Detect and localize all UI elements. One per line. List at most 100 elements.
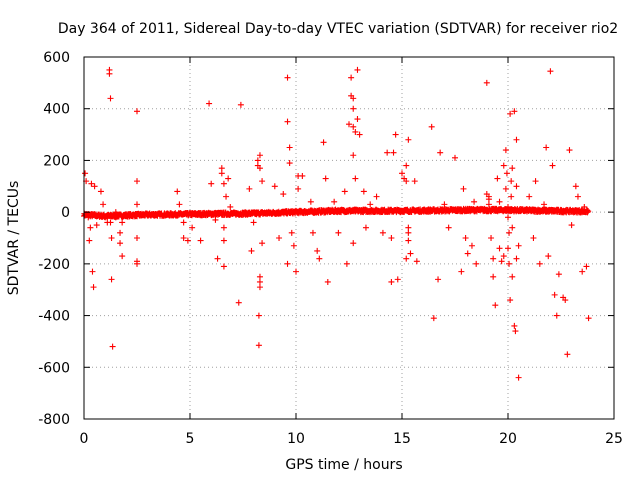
- x-axis-label: GPS time / hours: [285, 457, 402, 473]
- data-point: [441, 201, 448, 208]
- data-point: [492, 302, 499, 309]
- data-point: [505, 203, 511, 210]
- data-point: [574, 193, 581, 200]
- data-point: [256, 278, 263, 285]
- data-point: [513, 183, 520, 190]
- data-point: [405, 224, 412, 231]
- x-tick-label: 10: [287, 431, 305, 447]
- data-point: [354, 116, 361, 123]
- data-point: [86, 237, 93, 244]
- data-point: [348, 74, 355, 81]
- data-point: [350, 123, 357, 130]
- data-point: [184, 237, 191, 244]
- data-point: [405, 136, 412, 143]
- data-point: [343, 260, 350, 267]
- data-point: [373, 193, 380, 200]
- data-point: [235, 299, 242, 306]
- data-point: [295, 185, 302, 192]
- x-tick-labels: 0 5 10 15 20 25: [80, 431, 623, 447]
- data-point: [498, 258, 505, 265]
- data-point: [134, 108, 140, 115]
- data-point: [299, 172, 306, 179]
- data-point: [460, 185, 467, 192]
- data-point: [411, 178, 418, 185]
- data-point: [500, 162, 507, 169]
- data-point: [288, 229, 295, 236]
- data-point: [88, 180, 95, 187]
- data-point: [85, 214, 92, 221]
- data-point: [286, 160, 293, 167]
- data-point: [509, 273, 516, 280]
- data-point: [350, 95, 357, 102]
- data-point: [532, 178, 539, 185]
- data-point: [255, 312, 262, 319]
- data-point: [90, 284, 97, 291]
- data-point: [271, 183, 278, 190]
- data-point: [256, 284, 263, 291]
- data-point: [352, 128, 359, 135]
- data-point: [309, 229, 316, 236]
- data-point: [259, 240, 266, 247]
- data-point: [112, 214, 119, 221]
- chart-title: Day 364 of 2011, Sidereal Day-to-day VTE…: [58, 21, 618, 37]
- data-point: [307, 198, 314, 205]
- data-point: [464, 250, 471, 257]
- data-point: [220, 237, 227, 244]
- data-point: [471, 198, 478, 205]
- x-tick-label: 20: [499, 431, 517, 447]
- data-point: [508, 178, 515, 185]
- data-point: [505, 214, 511, 221]
- data-point: [89, 268, 96, 275]
- data-point: [551, 291, 558, 298]
- data-point: [284, 118, 291, 125]
- data-point: [566, 147, 573, 154]
- data-point: [502, 185, 509, 192]
- data-point: [585, 315, 592, 322]
- data-point: [119, 219, 126, 226]
- data-point: [403, 162, 410, 169]
- data-point: [227, 203, 234, 210]
- y-tick-label: -200: [38, 257, 70, 273]
- data-point: [507, 297, 514, 304]
- data-point: [176, 201, 183, 208]
- data-point: [547, 68, 554, 75]
- data-point: [530, 235, 537, 241]
- data-point: [107, 219, 114, 226]
- data-point: [197, 237, 204, 244]
- y-tick-label: 400: [43, 102, 70, 118]
- data-point: [180, 235, 187, 241]
- data-point: [134, 201, 140, 208]
- data-point: [254, 157, 261, 164]
- data-point: [108, 276, 115, 283]
- data-point: [490, 273, 497, 280]
- data-point: [284, 74, 291, 81]
- y-tick-label: -400: [38, 309, 70, 325]
- data-point: [405, 229, 412, 236]
- data-point: [322, 175, 329, 182]
- data-point: [82, 170, 89, 177]
- data-point: [483, 79, 490, 86]
- data-point: [220, 263, 227, 270]
- data-point: [134, 235, 140, 241]
- data-point: [388, 278, 395, 285]
- data-point: [515, 374, 522, 381]
- data-point: [526, 193, 533, 200]
- data-point: [435, 276, 442, 283]
- data-point: [320, 139, 327, 146]
- data-point: [579, 268, 586, 275]
- data-point: [255, 342, 262, 349]
- data-point: [512, 328, 519, 335]
- data-point: [509, 165, 516, 172]
- data-point: [399, 170, 405, 177]
- data-point: [515, 242, 522, 249]
- data-point: [286, 144, 293, 151]
- data-point: [256, 273, 263, 280]
- data-point: [97, 188, 104, 195]
- data-point: [394, 276, 401, 283]
- data-point: [350, 105, 357, 112]
- data-point: [117, 240, 124, 247]
- data-point: [513, 136, 520, 143]
- data-point: [280, 191, 287, 198]
- data-point: [189, 224, 196, 231]
- data-point: [335, 229, 342, 236]
